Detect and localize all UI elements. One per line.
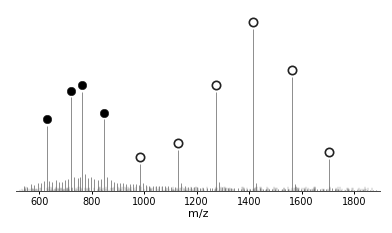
X-axis label: m/z: m/z xyxy=(188,209,208,219)
